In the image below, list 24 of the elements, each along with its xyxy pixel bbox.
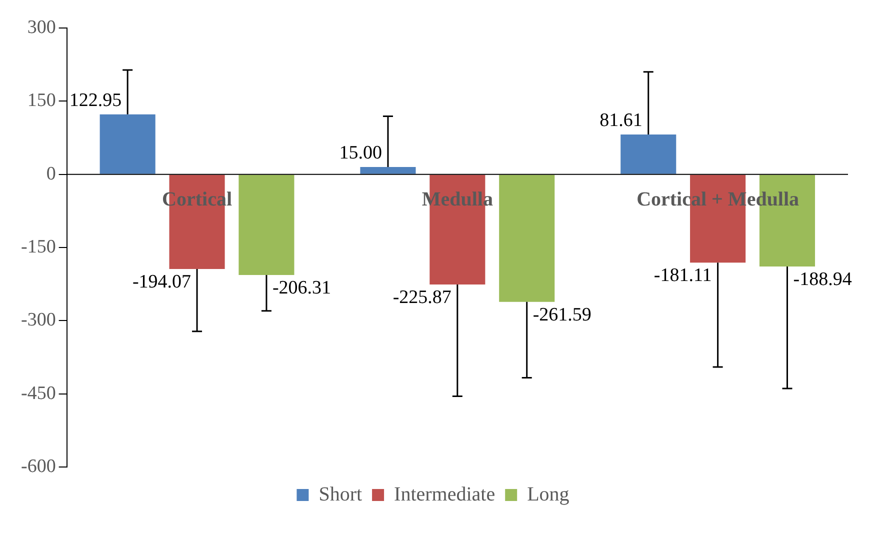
legend-label: Long xyxy=(527,483,570,506)
bar xyxy=(100,114,156,174)
data-label: -206.31 xyxy=(272,277,332,298)
y-tick-label: -150 xyxy=(21,236,56,258)
y-tick-label: 300 xyxy=(27,16,56,38)
bar xyxy=(238,174,294,275)
bar xyxy=(499,174,555,302)
y-tick-label: 150 xyxy=(27,90,56,112)
y-tick-label: -300 xyxy=(21,310,56,331)
y-tick-label: 0 xyxy=(46,163,56,184)
bar xyxy=(620,134,676,174)
y-tick-label: -450 xyxy=(21,382,56,404)
data-label: -261.59 xyxy=(532,304,592,326)
data-label: 15.00 xyxy=(339,142,382,164)
data-label: -225.87 xyxy=(392,286,452,308)
bar xyxy=(360,167,416,174)
legend-label: Short xyxy=(318,483,362,506)
data-label: -194.07 xyxy=(132,271,192,292)
data-label: 122.95 xyxy=(69,90,122,111)
data-label: 81.61 xyxy=(600,110,642,132)
y-tick-label: -600 xyxy=(21,456,56,477)
data-label: -188.94 xyxy=(793,268,852,290)
data-label: -181.11 xyxy=(654,265,712,286)
legend-label: Intermediate xyxy=(394,483,496,506)
